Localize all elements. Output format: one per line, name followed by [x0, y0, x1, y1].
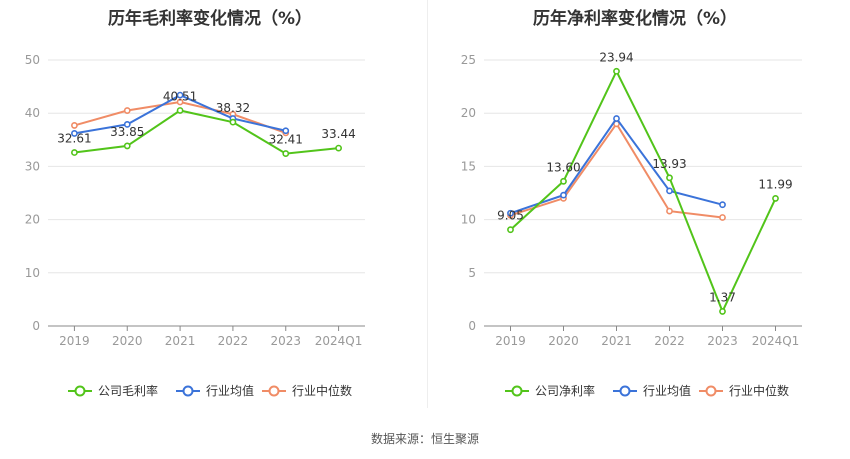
right-chart-title: 历年净利率变化情况（%）: [532, 9, 738, 29]
data-point: [560, 177, 567, 185]
data-label: 33.85: [110, 125, 144, 139]
data-point: [71, 149, 78, 156]
series-line-0: [74, 109, 339, 155]
data-point: [229, 118, 237, 126]
data-point: [335, 144, 342, 152]
chart-panel-net-margin: 0 5 10 15 20 25 2019 2020 2021 2022 2023 2024Q1 9.05…: [461, 50, 802, 398]
data-point: [282, 127, 290, 135]
data-point: [71, 122, 78, 129]
y-tick-label: 0: [32, 319, 40, 333]
data-source-note: 数据来源：恒生聚源: [370, 432, 479, 446]
legend-label: 行业中位数: [292, 383, 352, 398]
data-label: 33.44: [321, 127, 355, 141]
legend-item-1: 行业均值: [613, 383, 691, 398]
data-label: 23.94: [599, 50, 633, 64]
legend-marker-icon: [74, 385, 86, 397]
x-tick-label: 2020: [548, 334, 579, 348]
data-point: [613, 115, 620, 122]
x-tick-label: 2019: [495, 334, 526, 348]
legend-label: 行业均值: [206, 383, 254, 398]
data-label: 9.05: [497, 209, 524, 223]
data-label: 13.93: [652, 157, 686, 171]
y-tick-label: 25: [461, 53, 476, 67]
x-tick-label: 2022: [654, 334, 685, 348]
y-tick-label: 0: [468, 319, 476, 333]
y-tick-label: 40: [25, 106, 40, 120]
data-point: [719, 308, 726, 315]
legend-label: 公司毛利率: [98, 383, 158, 398]
legend-item-2: 行业中位数: [699, 383, 789, 398]
y-tick-label: 10: [461, 213, 476, 227]
chart-panel-gross-margin: 0 10 20 30 40 50 2019 2020 2021 2022 2023 2024Q1 32.…: [25, 53, 365, 398]
panel-divider: [427, 0, 428, 408]
x-tick-label: 2020: [112, 334, 143, 348]
data-point: [123, 120, 131, 128]
left-chart-title: 历年毛利率变化情况（%）: [107, 9, 313, 29]
data-point: [560, 191, 567, 199]
series-line-2: [510, 122, 723, 219]
data-label: 13.60: [546, 160, 580, 174]
data-point: [71, 130, 78, 137]
series-line-0: [509, 69, 777, 314]
data-label: 40.51: [163, 89, 197, 103]
x-tick-label: 2021: [601, 334, 632, 348]
data-label: 38.32: [216, 101, 250, 115]
data-point: [719, 214, 726, 221]
y-tick-label: 50: [25, 53, 40, 67]
legend-marker-icon: [705, 385, 717, 397]
x-tick-label: 2022: [218, 334, 249, 348]
data-point: [176, 91, 184, 99]
y-tick-label: 20: [25, 213, 40, 227]
data-label: 11.99: [758, 177, 792, 191]
legend-marker-icon: [182, 385, 194, 397]
x-tick-label: 2021: [165, 334, 196, 348]
legend-label: 行业均值: [643, 383, 691, 398]
y-tick-label: 20: [461, 106, 476, 120]
legend-label: 行业中位数: [729, 383, 789, 398]
data-point: [666, 187, 673, 195]
legend-marker-icon: [511, 385, 523, 397]
legend-marker-icon: [619, 385, 631, 397]
data-label: 32.41: [269, 133, 303, 147]
y-tick-label: 5: [468, 266, 476, 280]
x-tick-label: 2023: [707, 334, 738, 348]
data-point: [719, 201, 726, 209]
legend-item-0: 公司毛利率: [68, 383, 158, 398]
data-point: [507, 226, 514, 234]
data-point: [176, 107, 184, 114]
y-tick-label: 30: [25, 159, 40, 173]
legend-item-0: 公司净利率: [505, 383, 595, 398]
data-point: [666, 174, 673, 182]
data-point: [176, 98, 184, 106]
legend-label: 公司净利率: [535, 383, 595, 398]
data-point: [507, 209, 514, 217]
legend-item-1: 行业均值: [176, 383, 254, 398]
x-tick-label: 2019: [59, 334, 90, 348]
data-label: 1.37: [709, 290, 736, 304]
x-tick-label: 2024Q1: [752, 334, 800, 348]
x-tick-label: 2023: [270, 334, 301, 348]
data-point: [666, 207, 673, 215]
data-point: [613, 67, 620, 75]
data-point: [282, 150, 290, 157]
data-label: 32.61: [57, 132, 91, 146]
y-tick-label: 15: [461, 159, 476, 173]
legend-marker-icon: [268, 385, 280, 397]
y-tick-label: 10: [25, 266, 40, 280]
x-tick-label: 2024Q1: [315, 334, 363, 348]
legend-item-2: 行业中位数: [262, 383, 352, 398]
data-point: [123, 107, 131, 114]
data-point: [772, 195, 779, 202]
series-line-1: [510, 116, 723, 215]
data-point: [123, 142, 131, 150]
